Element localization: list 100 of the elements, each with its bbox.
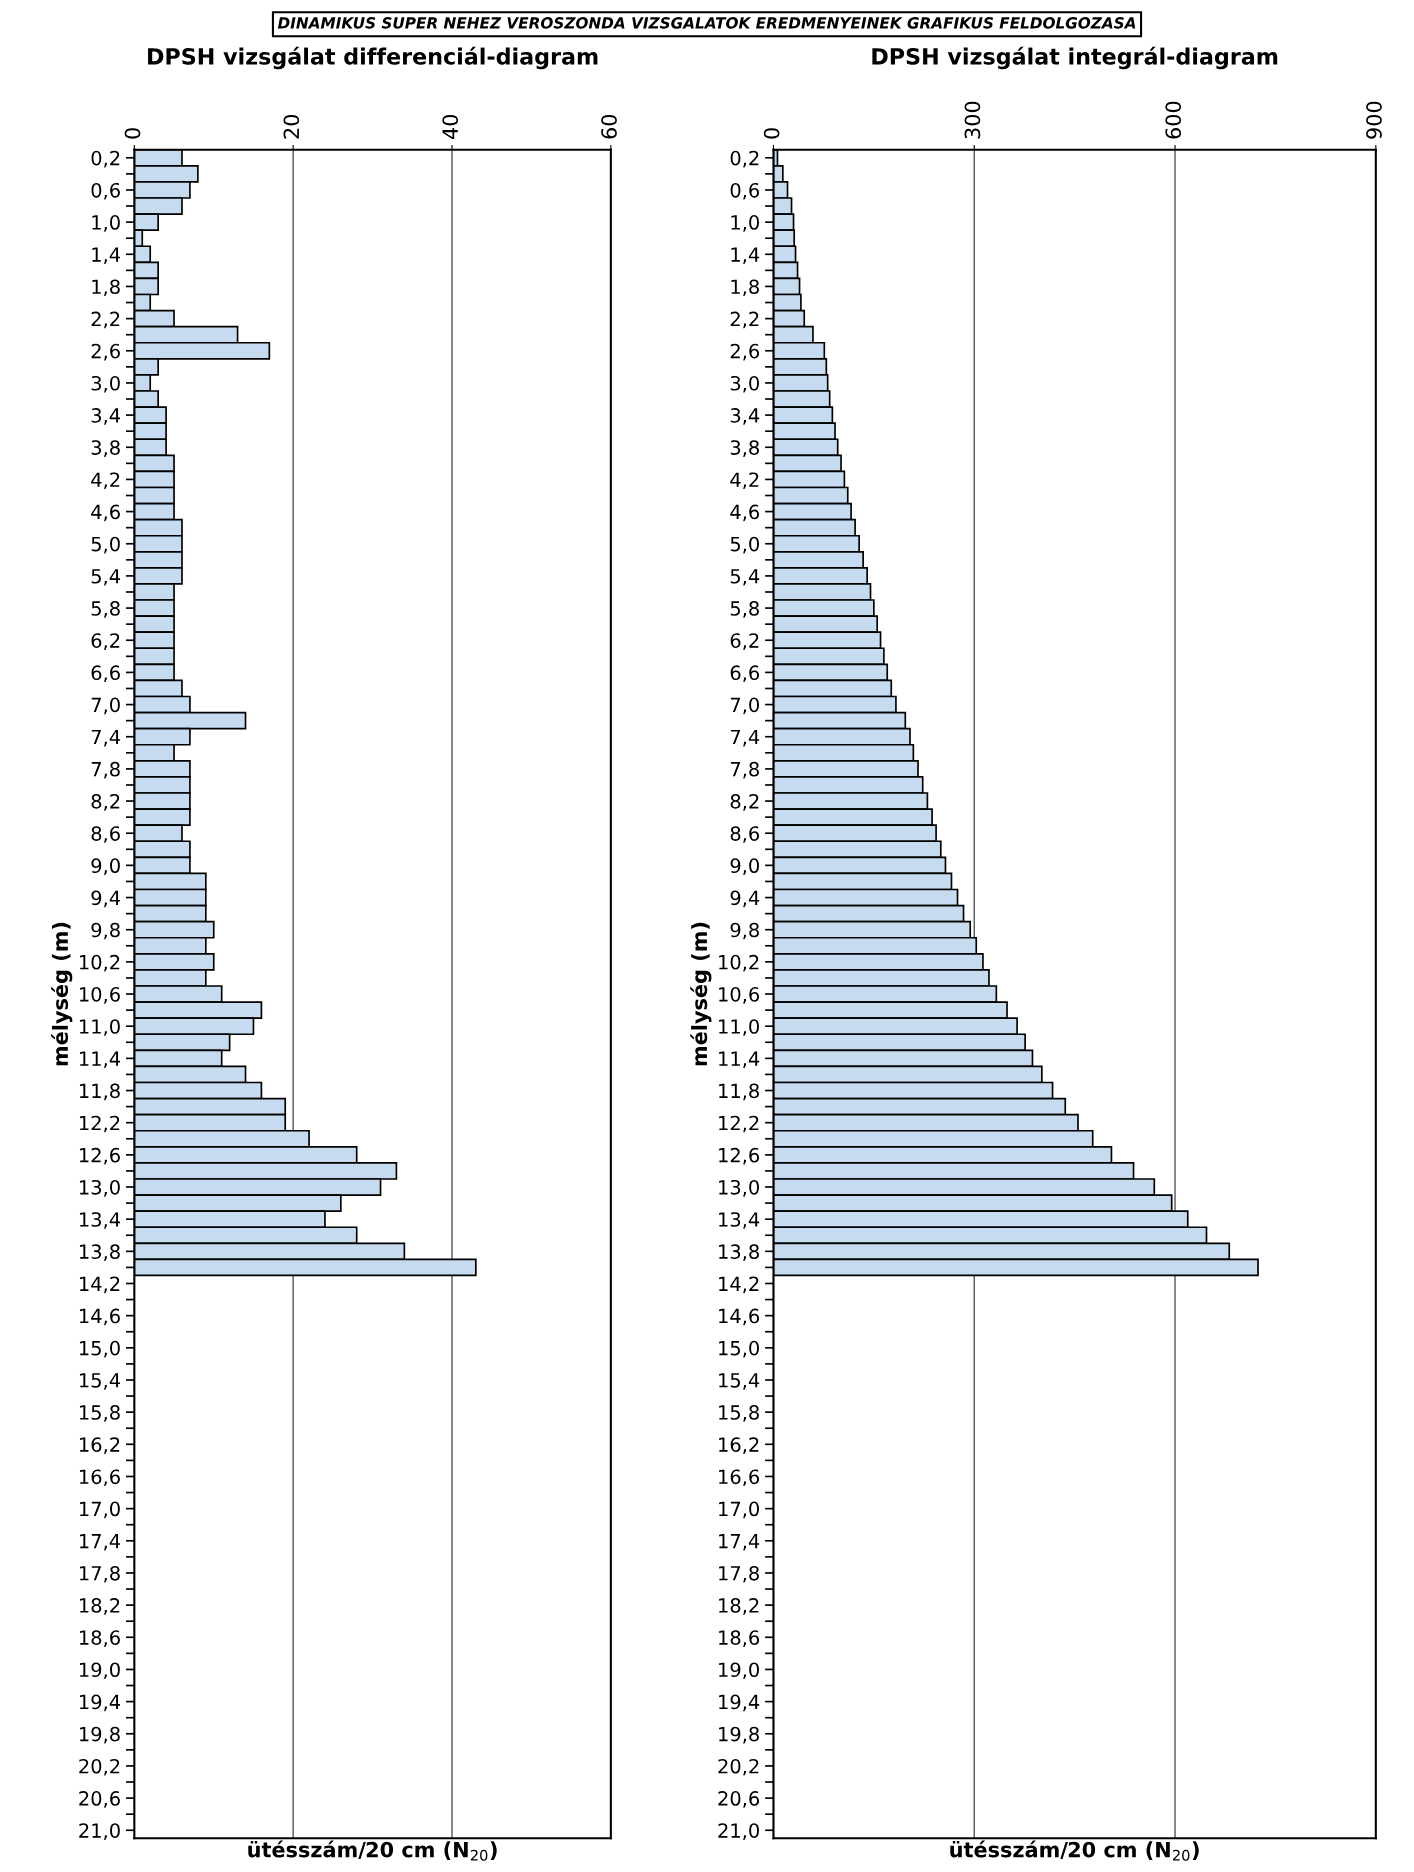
y-tick-label: 5,4 bbox=[91, 569, 121, 586]
y-tick-label: 20,6 bbox=[718, 1791, 760, 1808]
y-tick-label: 15,8 bbox=[79, 1405, 120, 1422]
y-tick-label: 6,2 bbox=[91, 633, 120, 650]
y-tick-label: 10,6 bbox=[79, 986, 120, 1004]
y-tick-label: 10,2 bbox=[719, 954, 759, 972]
y-tick-label: 7,4 bbox=[730, 729, 760, 747]
y-tick-label: 18,2 bbox=[719, 1598, 759, 1615]
y-tick-label: 17,4 bbox=[79, 1534, 121, 1551]
y-tick-label: 0,6 bbox=[730, 182, 760, 200]
y-tick-label: 14,6 bbox=[79, 1308, 120, 1326]
y-tick-label: 4,2 bbox=[91, 472, 120, 490]
y-tick-label: 3,0 bbox=[91, 375, 120, 393]
y-tick-label: 17,4 bbox=[719, 1534, 760, 1551]
y-tick-label: 18,6 bbox=[79, 1630, 120, 1647]
y-tick-label: 1,8 bbox=[92, 279, 120, 297]
y-tick-label: 12,2 bbox=[719, 1115, 759, 1133]
x-tick-label: 900 bbox=[1366, 101, 1382, 139]
y-tick-label: 15,4 bbox=[719, 1373, 760, 1390]
y-tick-label: 19,8 bbox=[79, 1726, 120, 1744]
y-tick-label: 9,0 bbox=[91, 858, 120, 876]
y-tick-label: 5,4 bbox=[730, 569, 760, 586]
y-tick-label: 6,6 bbox=[730, 665, 760, 683]
chart-title: DPSH vizsgálat differenciál-diagram bbox=[148, 46, 598, 70]
y-tick-label: 3,4 bbox=[91, 408, 121, 425]
y-tick-label: 10,6 bbox=[719, 986, 760, 1004]
y-tick-label: 18,2 bbox=[79, 1598, 120, 1615]
y-tick-label: 16,6 bbox=[79, 1469, 120, 1487]
y-tick-label: 1,0 bbox=[731, 215, 759, 232]
y-tick-label: 3,8 bbox=[730, 440, 759, 457]
y-tick-label: 21,0 bbox=[79, 1823, 120, 1840]
y-axis-title: mélység (m) bbox=[690, 922, 712, 1066]
text: DINAMIKUS SUPER NEHEZ VEROSZONDA VIZSGALATOK EREDMENYEINEK GRAFIKUS FELDOLGOZASA bbox=[277, 17, 1136, 29]
chart-title: DPSH vizsgálat integrál-diagram bbox=[872, 46, 1278, 70]
x-tick-label: 20 bbox=[283, 114, 300, 139]
y-tick-label: 0,2 bbox=[730, 150, 759, 168]
y-tick-label: 9,8 bbox=[91, 922, 120, 940]
y-tick-label: 7,8 bbox=[91, 761, 120, 779]
y-tick-label: 15,4 bbox=[79, 1373, 121, 1390]
y-tick-label: 20,2 bbox=[718, 1758, 759, 1776]
y-tick-label: 8,6 bbox=[91, 826, 120, 843]
y-tick-label: 7,0 bbox=[730, 697, 759, 715]
y-tick-label: 13,8 bbox=[719, 1244, 759, 1261]
y-tick-label: 5,0 bbox=[91, 536, 120, 554]
y-tick-label: 19,4 bbox=[719, 1694, 760, 1712]
y-tick-label: 4,6 bbox=[91, 504, 120, 522]
y-tick-label: 19,8 bbox=[719, 1726, 759, 1744]
y-tick-label: 5,8 bbox=[730, 601, 759, 618]
y-tick-label: 9,4 bbox=[91, 890, 121, 908]
y-tick-label: 14,2 bbox=[719, 1276, 759, 1294]
y-tick-label: 2,6 bbox=[730, 343, 760, 361]
x-tick-label: 600 bbox=[1165, 101, 1182, 139]
y-tick-label: 11,0 bbox=[79, 1019, 120, 1036]
x-tick-label: 0 bbox=[124, 128, 141, 139]
y-axis-title: mélység (m) bbox=[51, 922, 73, 1066]
y-tick-label: 20,6 bbox=[79, 1791, 120, 1808]
y-tick-label: 11,4 bbox=[79, 1051, 121, 1069]
y-tick-label: 11,8 bbox=[79, 1083, 120, 1101]
y-tick-label: 0,2 bbox=[91, 150, 120, 168]
y-tick-label: 13,0 bbox=[719, 1179, 759, 1197]
y-tick-label: 5,8 bbox=[91, 601, 120, 618]
y-tick-label: 0,6 bbox=[91, 182, 120, 200]
y-tick-label: 13,0 bbox=[79, 1179, 120, 1197]
y-tick-label: 13,8 bbox=[79, 1244, 120, 1261]
y-tick-label: 12,2 bbox=[79, 1115, 120, 1133]
y-tick-label: 16,2 bbox=[719, 1437, 759, 1454]
y-tick-label: 8,2 bbox=[91, 794, 120, 811]
y-tick-label: 1,8 bbox=[731, 279, 759, 297]
y-tick-label: 19,0 bbox=[79, 1662, 120, 1680]
y-tick-label: 14,2 bbox=[79, 1276, 120, 1294]
y-tick-label: 21,0 bbox=[718, 1823, 759, 1840]
x-tick-label: 300 bbox=[964, 101, 981, 139]
y-tick-label: 7,4 bbox=[91, 729, 121, 747]
y-tick-label: 4,6 bbox=[730, 504, 760, 522]
y-tick-label: 17,8 bbox=[79, 1565, 120, 1583]
x-axis-title: ütésszám/20 cm (N$_{20}$) bbox=[950, 1840, 1199, 1861]
y-tick-label: 8,2 bbox=[730, 794, 759, 811]
y-tick-label: 2,2 bbox=[730, 311, 759, 329]
y-tick-label: 2,2 bbox=[91, 311, 120, 329]
y-tick-label: 7,0 bbox=[91, 697, 120, 715]
y-tick-label: 8,6 bbox=[730, 826, 760, 843]
y-tick-label: 17,0 bbox=[719, 1501, 759, 1519]
y-tick-label: 2,6 bbox=[91, 343, 120, 361]
y-tick-label: 1,4 bbox=[731, 247, 760, 264]
y-tick-label: 3,0 bbox=[730, 375, 759, 393]
y-tick-label: 1,4 bbox=[92, 247, 121, 264]
y-tick-label: 6,2 bbox=[730, 633, 759, 650]
y-tick-label: 3,4 bbox=[730, 408, 760, 425]
y-tick-label: 11,8 bbox=[719, 1083, 759, 1101]
y-tick-label: 11,0 bbox=[719, 1019, 759, 1036]
y-tick-label: 12,6 bbox=[79, 1147, 120, 1165]
y-tick-label: 17,0 bbox=[79, 1501, 120, 1519]
y-tick-label: 13,4 bbox=[719, 1212, 760, 1229]
y-tick-label: 12,6 bbox=[719, 1147, 760, 1165]
y-tick-label: 13,4 bbox=[79, 1212, 121, 1229]
x-tick-label: 60 bbox=[601, 114, 617, 139]
y-tick-label: 19,0 bbox=[719, 1662, 759, 1680]
y-tick-label: 16,2 bbox=[79, 1437, 120, 1454]
y-tick-label: 9,4 bbox=[730, 890, 760, 908]
y-tick-label: 16,6 bbox=[719, 1469, 760, 1487]
